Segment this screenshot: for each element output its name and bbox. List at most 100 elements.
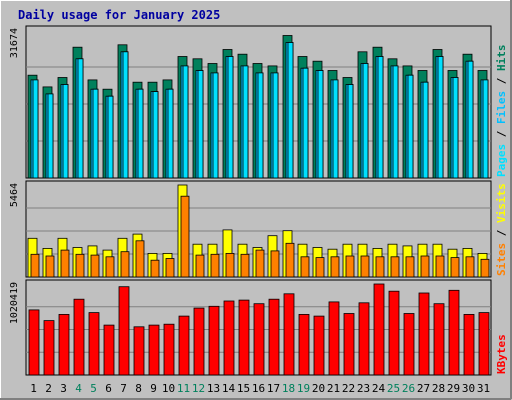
bar-pages-day-1 xyxy=(32,79,39,179)
bar-pages-day-29 xyxy=(452,77,459,179)
x-tick-label-day-19: 19 xyxy=(297,382,310,395)
bar-sites-day-13 xyxy=(210,253,220,278)
bar-pages-day-31 xyxy=(482,79,489,179)
bar-pages-day-30 xyxy=(467,60,474,179)
x-tick-label-day-7: 7 xyxy=(120,382,127,395)
x-tick-label-day-24: 24 xyxy=(372,382,386,395)
bar-sites-day-14 xyxy=(225,252,235,278)
x-tick-label-day-15: 15 xyxy=(237,382,250,395)
legend-middle: Sites / Visits xyxy=(495,183,508,276)
bar-pages-day-24 xyxy=(377,56,384,179)
y-max-label-middle: 5464 xyxy=(9,183,20,207)
x-tick-label-day-20: 20 xyxy=(312,382,325,395)
bar-pages-day-13 xyxy=(212,72,219,179)
bar-kbytes-day-15 xyxy=(238,299,250,376)
bar-kbytes-day-9 xyxy=(148,324,160,376)
legend-top: Pages / Files / Hits xyxy=(495,45,508,178)
bar-pages-day-19 xyxy=(302,67,309,179)
bar-sites-day-27 xyxy=(420,255,430,278)
bar-kbytes-day-19 xyxy=(298,313,310,376)
x-tick-label-day-11: 11 xyxy=(177,382,190,395)
bar-pages-day-26 xyxy=(407,74,414,179)
bar-kbytes-day-2 xyxy=(43,320,55,376)
bar-kbytes-day-24 xyxy=(373,283,385,376)
bar-kbytes-day-28 xyxy=(433,303,445,376)
bar-kbytes-day-14 xyxy=(223,300,235,376)
bar-pages-day-28 xyxy=(437,56,444,179)
bar-sites-day-19 xyxy=(300,256,310,278)
bar-kbytes-day-3 xyxy=(58,313,70,376)
bar-pages-day-18 xyxy=(287,42,294,179)
legend-separator: / xyxy=(495,71,508,91)
x-tick-label-day-28: 28 xyxy=(432,382,445,395)
bar-sites-day-4 xyxy=(75,253,85,278)
x-tick-label-day-27: 27 xyxy=(417,382,430,395)
bar-pages-day-3 xyxy=(62,84,69,179)
legend-bottom: KBytes xyxy=(495,334,508,374)
bar-kbytes-day-18 xyxy=(283,293,295,376)
bar-kbytes-day-8 xyxy=(133,326,145,376)
x-tick-label-day-22: 22 xyxy=(342,382,355,395)
x-tick-label-day-8: 8 xyxy=(135,382,142,395)
legend-item-sites: Sites xyxy=(495,243,508,276)
bar-kbytes-day-7 xyxy=(118,286,130,376)
bar-kbytes-day-1 xyxy=(28,309,40,376)
bar-pages-day-9 xyxy=(152,91,159,179)
legend-item-pages: Pages xyxy=(495,144,508,177)
x-tick-label-day-5: 5 xyxy=(90,382,97,395)
bar-sites-day-18 xyxy=(285,242,295,278)
bar-pages-day-10 xyxy=(167,88,174,179)
bar-kbytes-day-22 xyxy=(343,313,355,376)
bar-sites-day-29 xyxy=(450,257,460,278)
legend-item-hits: Hits xyxy=(495,45,508,72)
bar-sites-day-30 xyxy=(465,256,475,278)
x-axis-day-labels: 1 2 3 4 5 6 7 8 9 10 11 12 13 14 15 16 17 18 19 20 21 22 23 24 2… xyxy=(30,382,490,395)
bar-sites-day-21 xyxy=(330,256,340,278)
bar-sites-day-31 xyxy=(480,258,490,278)
bar-kbytes-day-21 xyxy=(328,301,340,376)
panel-bottom: 1020419 KBytes xyxy=(9,279,508,376)
bar-sites-day-10 xyxy=(165,258,175,278)
x-tick-label-day-16: 16 xyxy=(252,382,265,395)
x-tick-label-day-18: 18 xyxy=(282,382,295,395)
bar-kbytes-day-20 xyxy=(313,315,325,376)
bar-kbytes-day-6 xyxy=(103,324,115,376)
bar-sites-day-22 xyxy=(345,255,355,278)
x-tick-label-day-23: 23 xyxy=(357,382,370,395)
y-max-label-top: 31674 xyxy=(9,28,20,58)
legend-item-visits: Visits xyxy=(495,183,508,223)
x-tick-label-day-3: 3 xyxy=(60,382,67,395)
legend-separator: / xyxy=(495,124,508,144)
bar-sites-day-20 xyxy=(315,257,325,278)
bar-kbytes-day-23 xyxy=(358,302,370,376)
bar-pages-day-16 xyxy=(257,72,264,179)
y-max-label-bottom: 1020419 xyxy=(9,282,20,324)
bar-sites-day-26 xyxy=(405,256,415,278)
bar-pages-day-21 xyxy=(332,79,339,179)
bar-kbytes-day-25 xyxy=(388,290,400,376)
bar-sites-day-23 xyxy=(360,255,370,278)
x-tick-label-day-21: 21 xyxy=(327,382,340,395)
bar-pages-day-7 xyxy=(122,51,129,179)
bar-kbytes-day-5 xyxy=(88,312,100,376)
bar-sites-day-3 xyxy=(60,249,70,278)
x-tick-label-day-9: 9 xyxy=(150,382,157,395)
bar-sites-day-17 xyxy=(270,250,280,278)
bar-pages-day-14 xyxy=(227,56,234,179)
bar-sites-day-8 xyxy=(135,240,145,278)
bar-kbytes-day-16 xyxy=(253,303,265,376)
bar-kbytes-day-12 xyxy=(193,307,205,376)
bar-pages-day-20 xyxy=(317,70,324,179)
bar-kbytes-day-13 xyxy=(208,305,220,376)
x-tick-label-day-10: 10 xyxy=(162,382,175,395)
bar-sites-day-15 xyxy=(240,253,250,278)
x-tick-label-day-17: 17 xyxy=(267,382,280,395)
bar-sites-day-2 xyxy=(45,255,55,278)
bar-sites-day-6 xyxy=(105,256,115,278)
x-tick-label-day-4: 4 xyxy=(75,382,82,395)
legend-separator: / xyxy=(495,223,508,243)
bar-sites-day-12 xyxy=(195,254,205,278)
chart-title: Daily usage for January 2025 xyxy=(18,8,220,22)
